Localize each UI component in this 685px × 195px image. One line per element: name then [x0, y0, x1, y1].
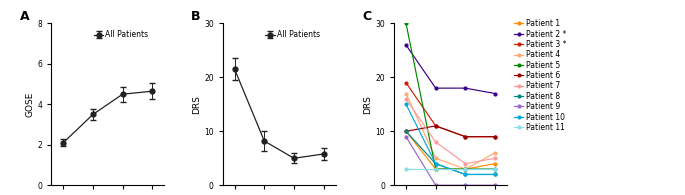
Y-axis label: DRS: DRS	[364, 95, 373, 114]
Patient 5	[491, 168, 499, 170]
Patient 11	[461, 168, 469, 170]
Patient 6	[402, 130, 410, 132]
Line: Patient 2 *: Patient 2 *	[405, 44, 497, 95]
Patient 11	[402, 168, 410, 170]
Patient 8	[402, 130, 410, 132]
Patient 10	[461, 173, 469, 176]
Patient 5	[402, 22, 410, 25]
Patient 9	[432, 184, 440, 186]
Line: Patient 3 *: Patient 3 *	[405, 81, 497, 138]
Patient 2 *	[461, 87, 469, 89]
Legend: Patient 1, Patient 2 *, Patient 3 *, Patient 4, Patient 5, Patient 6, Patient 7,: Patient 1, Patient 2 *, Patient 3 *, Pat…	[514, 19, 566, 132]
Patient 11	[491, 168, 499, 170]
Line: Patient 1: Patient 1	[405, 130, 497, 170]
Patient 4	[432, 157, 440, 160]
Legend: All Patients: All Patients	[91, 27, 151, 42]
Patient 7	[402, 98, 410, 100]
Line: Patient 11: Patient 11	[405, 168, 497, 170]
Patient 10	[402, 103, 410, 105]
Line: Patient 4: Patient 4	[405, 92, 497, 170]
Text: B: B	[191, 11, 201, 23]
Text: C: C	[362, 11, 372, 23]
Patient 2 *	[402, 44, 410, 46]
Patient 8	[491, 173, 499, 176]
Patient 9	[402, 136, 410, 138]
Line: Patient 7: Patient 7	[405, 98, 497, 165]
Legend: All Patients: All Patients	[262, 27, 323, 42]
Line: Patient 5: Patient 5	[405, 22, 497, 170]
Patient 11	[432, 168, 440, 170]
Patient 6	[491, 136, 499, 138]
Y-axis label: DRS: DRS	[192, 95, 201, 114]
Patient 3 *	[461, 136, 469, 138]
Patient 7	[461, 162, 469, 165]
Patient 6	[461, 136, 469, 138]
Patient 8	[461, 173, 469, 176]
Patient 5	[432, 168, 440, 170]
Line: Patient 9: Patient 9	[405, 135, 497, 187]
Patient 6	[432, 125, 440, 127]
Y-axis label: GOSE: GOSE	[26, 92, 35, 117]
Patient 2 *	[432, 87, 440, 89]
Line: Patient 10: Patient 10	[405, 103, 497, 176]
Patient 4	[461, 168, 469, 170]
Patient 1	[402, 130, 410, 132]
Patient 7	[432, 141, 440, 143]
Patient 3 *	[491, 136, 499, 138]
Patient 3 *	[432, 125, 440, 127]
Patient 9	[461, 184, 469, 186]
Patient 2 *	[491, 92, 499, 95]
Patient 1	[491, 162, 499, 165]
Patient 3 *	[402, 82, 410, 84]
Patient 5	[461, 168, 469, 170]
Patient 10	[432, 162, 440, 165]
Line: Patient 6: Patient 6	[405, 125, 497, 138]
Patient 7	[491, 157, 499, 160]
Patient 9	[491, 184, 499, 186]
Patient 4	[402, 92, 410, 95]
Patient 1	[461, 168, 469, 170]
Line: Patient 8: Patient 8	[405, 130, 497, 176]
Patient 8	[432, 162, 440, 165]
Patient 4	[491, 152, 499, 154]
Text: A: A	[20, 11, 29, 23]
Patient 10	[491, 173, 499, 176]
Patient 1	[432, 168, 440, 170]
